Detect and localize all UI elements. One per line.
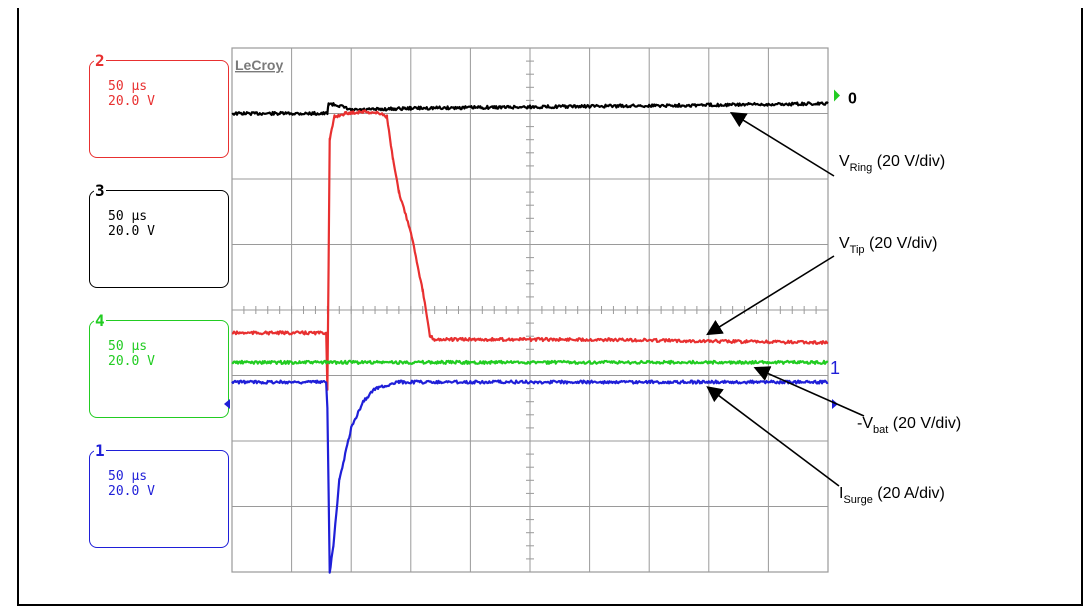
lecroy-logo: LeCroy xyxy=(235,57,283,73)
trace-ring xyxy=(231,101,829,116)
channel-2-volts: 20.0 V xyxy=(108,94,155,109)
right-offset-marker-icon xyxy=(832,399,838,410)
channel-3-number: 3 xyxy=(94,181,106,200)
channel-4-box: 4 50 µs 20.0 V xyxy=(89,312,229,418)
scope-grid xyxy=(231,47,829,573)
scope-traces xyxy=(231,101,829,574)
channel-2-number: 2 xyxy=(94,51,106,70)
figure-frame: 2 50 µs 20.0 V 3 50 µs 20.0 V 4 50 µs 20… xyxy=(17,8,1083,606)
channel-1-number: 1 xyxy=(94,441,106,460)
channel-2-box: 2 50 µs 20.0 V xyxy=(89,52,229,158)
arrow-bat xyxy=(753,366,865,417)
channel-1-box: 1 50 µs 20.0 V xyxy=(89,442,229,548)
trace-tip xyxy=(231,109,829,391)
ch1-marker: 1 xyxy=(830,358,840,378)
label-ring: VRing (20 V/div) xyxy=(839,153,945,174)
channel-2-timebase: 50 µs xyxy=(108,79,148,94)
oscilloscope-plot: LeCroy 01 VRing (20 V/div)VTip (20 V/div… xyxy=(224,47,961,574)
left-offset-marker-icon xyxy=(224,399,230,410)
channel-3-volts: 20.0 V xyxy=(108,224,155,239)
channel-4-number: 4 xyxy=(94,311,106,330)
trace-bat xyxy=(231,359,829,365)
ground-arrow-icon xyxy=(834,89,840,102)
trace-annotations: VRing (20 V/div) VTip (20 V/div) -Vbat (20… xyxy=(706,111,961,506)
channel-3-box: 3 50 µs 20.0 V xyxy=(89,182,229,288)
scope-markers: 01 xyxy=(224,89,857,410)
channel-1-volts: 20.0 V xyxy=(108,484,155,499)
label-bat: -Vbat (20 V/div) xyxy=(857,415,961,436)
zero-marker: 0 xyxy=(848,91,857,108)
channel-4-timebase: 50 µs xyxy=(108,339,148,354)
label-surge: ISurge (20 A/div) xyxy=(839,485,945,506)
label-tip: VTip (20 V/div) xyxy=(839,235,937,256)
channel-3-timebase: 50 µs xyxy=(108,209,148,224)
arrow-surge xyxy=(706,386,840,487)
trace-surge xyxy=(231,379,829,574)
arrow-ring xyxy=(729,111,835,177)
arrow-tip xyxy=(706,255,835,336)
channel-4-volts: 20.0 V xyxy=(108,354,155,369)
channel-1-timebase: 50 µs xyxy=(108,469,148,484)
